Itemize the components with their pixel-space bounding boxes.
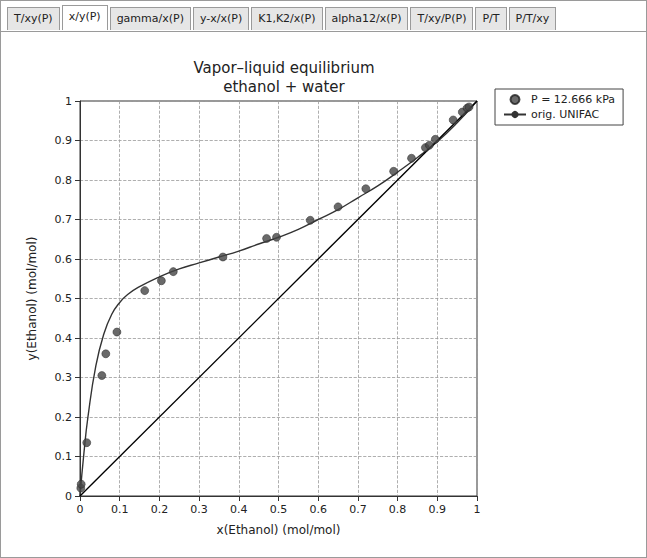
svg-text:0.1: 0.1 — [111, 503, 129, 516]
svg-text:0.3: 0.3 — [55, 371, 73, 384]
html-text:T/xy/P(P): T/xy/P(P) — [417, 12, 467, 25]
svg-text:0.5: 0.5 — [55, 292, 73, 305]
html-text:y-x/x(P): y-x/x(P) — [200, 12, 243, 25]
svg-text:0.1: 0.1 — [55, 450, 73, 463]
svg-text:0.2: 0.2 — [55, 411, 73, 424]
svg-text:0.6: 0.6 — [55, 253, 73, 266]
html-text:P/T/xy: P/T/xy — [515, 12, 550, 25]
svg-text:0.7: 0.7 — [349, 503, 367, 516]
svg-text:0.4: 0.4 — [55, 332, 73, 345]
html-text:x/y(P): x/y(P) — [68, 10, 101, 23]
svg-text:x(Ethanol) (mol/mol): x(Ethanol) (mol/mol) — [217, 523, 341, 537]
html-text:T/xy(P): T/xy(P) — [14, 12, 53, 25]
svg-text:1: 1 — [474, 503, 481, 516]
svg-text:0.9: 0.9 — [55, 134, 73, 147]
html-text:P/T: P/T — [482, 12, 500, 25]
svg-text:0.5: 0.5 — [270, 503, 288, 516]
svg-text:y(Ethanol) (mol/mol): y(Ethanol) (mol/mol) — [25, 237, 39, 361]
svg-text:ethanol + water: ethanol + water — [223, 78, 345, 96]
svg-text:0.8: 0.8 — [55, 174, 73, 187]
svg-text:0.9: 0.9 — [429, 503, 447, 516]
svg-text:1: 1 — [65, 95, 72, 108]
svg-text:0.2: 0.2 — [151, 503, 169, 516]
svg-text:0.3: 0.3 — [190, 503, 208, 516]
svg-text:0: 0 — [77, 503, 84, 516]
svg-text:P = 12.666 kPa: P = 12.666 kPa — [531, 93, 615, 106]
svg-text:0: 0 — [65, 490, 72, 503]
svg-text:0.7: 0.7 — [55, 213, 73, 226]
html-text:K1,K2/x(P): K1,K2/x(P) — [258, 12, 316, 25]
svg-text:Vapor–liquid equilibrium: Vapor–liquid equilibrium — [193, 59, 374, 77]
svg-text:0.4: 0.4 — [230, 503, 248, 516]
svg-text:0.6: 0.6 — [309, 503, 327, 516]
svg-text:orig. UNIFAC: orig. UNIFAC — [531, 108, 599, 121]
html-text:gamma/x(P): gamma/x(P) — [116, 12, 184, 25]
svg-text:0.8: 0.8 — [389, 503, 407, 516]
html-text:alpha12/x(P): alpha12/x(P) — [331, 12, 402, 25]
